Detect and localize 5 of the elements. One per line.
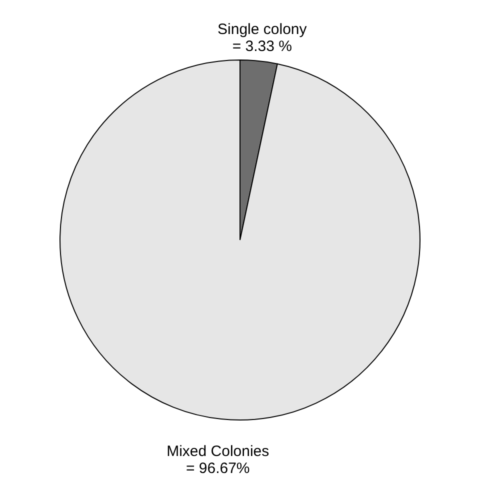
- pie-slice: [60, 60, 420, 420]
- slice-label: Mixed Colonies: [166, 442, 270, 460]
- slice-label: Single colony: [218, 21, 308, 38]
- data-label: = 96.67%: [186, 460, 250, 477]
- data-label: = 3.33 %: [232, 38, 292, 56]
